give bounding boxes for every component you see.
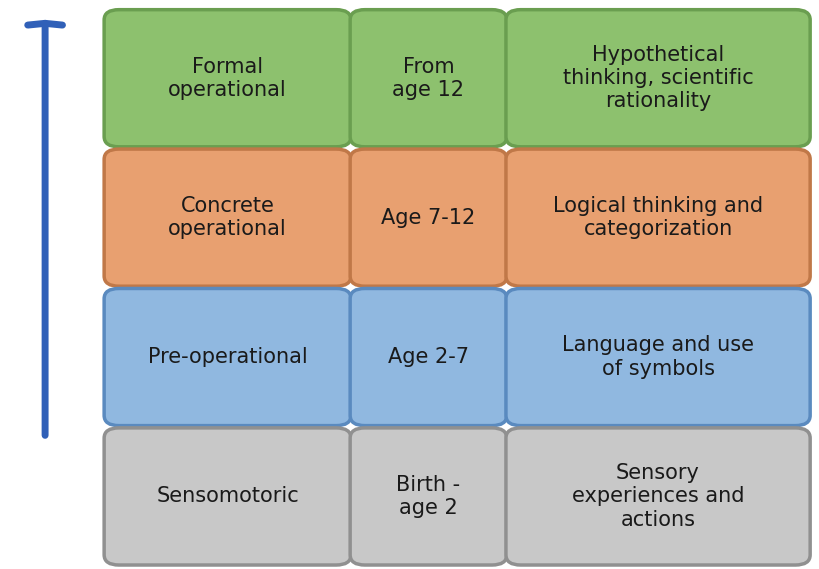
Text: Birth -
age 2: Birth - age 2 xyxy=(396,475,460,518)
FancyBboxPatch shape xyxy=(505,428,809,565)
FancyBboxPatch shape xyxy=(505,288,809,426)
Text: Concrete
operational: Concrete operational xyxy=(168,196,287,239)
Text: Age 2-7: Age 2-7 xyxy=(387,347,468,367)
Text: Language and use
of symbols: Language and use of symbols xyxy=(561,336,753,378)
Text: Age 7-12: Age 7-12 xyxy=(381,208,475,228)
FancyBboxPatch shape xyxy=(104,149,351,286)
Text: Sensomotoric: Sensomotoric xyxy=(156,486,299,506)
FancyBboxPatch shape xyxy=(104,288,351,426)
FancyBboxPatch shape xyxy=(104,428,351,565)
FancyBboxPatch shape xyxy=(505,10,809,147)
FancyBboxPatch shape xyxy=(350,10,506,147)
Text: Formal
operational: Formal operational xyxy=(168,57,287,100)
Text: Hypothetical
thinking, scientific
rationality: Hypothetical thinking, scientific ration… xyxy=(562,45,753,112)
FancyBboxPatch shape xyxy=(350,428,506,565)
FancyBboxPatch shape xyxy=(350,288,506,426)
Text: Pre-operational: Pre-operational xyxy=(147,347,307,367)
Text: Sensory
experiences and
actions: Sensory experiences and actions xyxy=(571,463,744,530)
FancyBboxPatch shape xyxy=(350,149,506,286)
Text: From
age 12: From age 12 xyxy=(392,57,464,100)
FancyBboxPatch shape xyxy=(104,10,351,147)
FancyBboxPatch shape xyxy=(505,149,809,286)
Text: Logical thinking and
categorization: Logical thinking and categorization xyxy=(552,196,762,239)
